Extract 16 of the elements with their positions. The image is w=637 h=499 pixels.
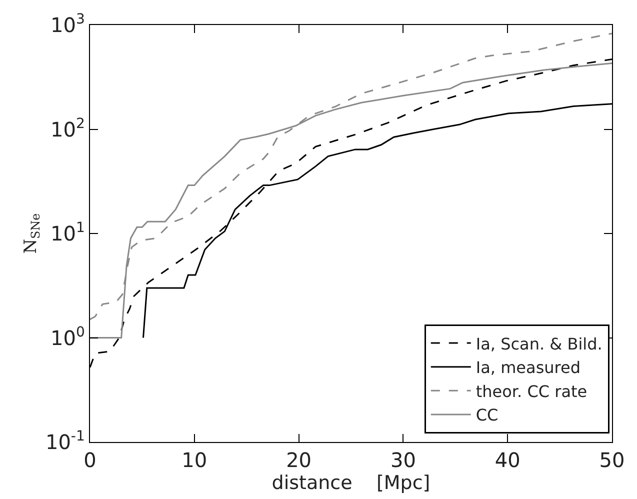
x-tick-label: 0: [84, 448, 96, 472]
legend-label: Ia, Scan. & Bild.: [476, 334, 602, 354]
x-tick-label: 30: [390, 448, 416, 472]
x-tick-label: 50: [599, 448, 625, 472]
y-tick-label: 10$^{2}$: [50, 116, 85, 142]
legend-label: CC: [476, 406, 498, 425]
x-tick-label: 20: [286, 448, 312, 472]
y-tick-label: 10$^{-1}$: [45, 428, 85, 454]
y-tick-label: 10$^{3}$: [50, 12, 85, 37]
x-tick-label: 40: [494, 448, 520, 472]
y-tick-label: 10$^{0}$: [50, 324, 85, 350]
y-tick-label: 10$^{1}$: [50, 220, 85, 246]
legend-label: theor. CC rate: [476, 382, 588, 401]
legend-label: Ia, measured: [476, 358, 581, 378]
x-axis-title: distance [Mpc]: [272, 472, 430, 494]
x-tick-label: 10: [182, 448, 208, 472]
